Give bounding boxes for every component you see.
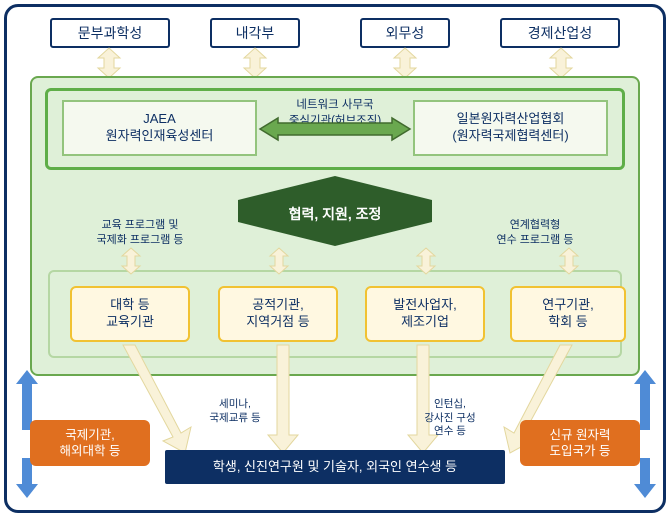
- sl-left-1: 교육 프로그램 및: [102, 219, 179, 231]
- orange-box-right: 신규 원자력 도입국가 등: [520, 420, 640, 466]
- box-ministry-cabinet: 내각부: [210, 18, 300, 48]
- dn2b: 강사진 구성: [424, 412, 475, 424]
- or2: 도입국가 등: [550, 443, 611, 459]
- coop-label: 협력, 지원, 조정: [235, 204, 435, 224]
- sl-right-2: 연수 프로그램 등: [497, 234, 574, 246]
- mini-arrow-1: [120, 248, 142, 274]
- c1a: 대학 등: [110, 297, 150, 314]
- hub-label-line1: 네트워크 사무국: [296, 99, 373, 111]
- arrow-top-3: [392, 48, 418, 78]
- mini-arrow-3: [415, 248, 437, 274]
- dn2c: 연수 등: [434, 425, 466, 437]
- arrow-top-4: [548, 48, 574, 78]
- coop-block: 협력, 지원, 조정: [235, 182, 435, 242]
- dn1b: 국제교류 등: [209, 412, 260, 424]
- down-note-1: 세미나, 국제교류 등: [190, 398, 280, 425]
- sl-left-2: 국제화 프로그램 등: [96, 234, 183, 246]
- box-ministry-edu: 문부과학성: [50, 18, 170, 48]
- c1b: 교육기관: [106, 314, 154, 331]
- orange-box-left: 국제기관, 해외대학 등: [30, 420, 150, 466]
- c3b: 제조기업: [401, 314, 449, 331]
- or1: 신규 원자력: [550, 427, 611, 443]
- cat-box-2: 공적기관, 지역거점 등: [218, 286, 338, 342]
- ol2: 해외대학 등: [60, 443, 121, 459]
- arrow-top-1: [96, 48, 122, 78]
- box-ministry-economy: 경제산업성: [500, 18, 620, 48]
- box-ministry-foreign: 외무성: [360, 18, 450, 48]
- green-double-arrow: [260, 118, 560, 140]
- cat-box-3: 발전사업자, 제조기업: [365, 286, 485, 342]
- dn2a: 인턴십,: [434, 398, 466, 410]
- hub-left-1: JAEA: [143, 111, 176, 128]
- hub-box-jaea: JAEA 원자력인재육성센터: [62, 100, 257, 156]
- dn1a: 세미나,: [219, 398, 251, 410]
- hub-left-2: 원자력인재육성센터: [106, 128, 214, 145]
- down-note-2: 인턴십, 강사진 구성 연수 등: [405, 398, 495, 439]
- arrow-top-2: [242, 48, 268, 78]
- mini-arrow-2: [268, 248, 290, 274]
- c4a: 연구기관,: [542, 297, 593, 314]
- cat-box-4: 연구기관, 학회 등: [510, 286, 626, 342]
- c2b: 지역거점 등: [246, 314, 309, 331]
- side-label-left: 교육 프로그램 및 국제화 프로그램 등: [70, 218, 210, 248]
- c2a: 공적기관,: [252, 297, 303, 314]
- mini-arrow-4: [558, 248, 580, 274]
- cat-box-1: 대학 등 교육기관: [70, 286, 190, 342]
- bottom-bar: 학생, 신진연구원 및 기술자, 외국인 연수생 등: [165, 450, 505, 484]
- c3a: 발전사업자,: [393, 297, 456, 314]
- ol1: 국제기관,: [65, 427, 114, 443]
- sl-right-1: 연계협력형: [510, 219, 561, 231]
- side-label-right: 연계협력형 연수 프로그램 등: [470, 218, 600, 248]
- c4b: 학회 등: [548, 314, 588, 331]
